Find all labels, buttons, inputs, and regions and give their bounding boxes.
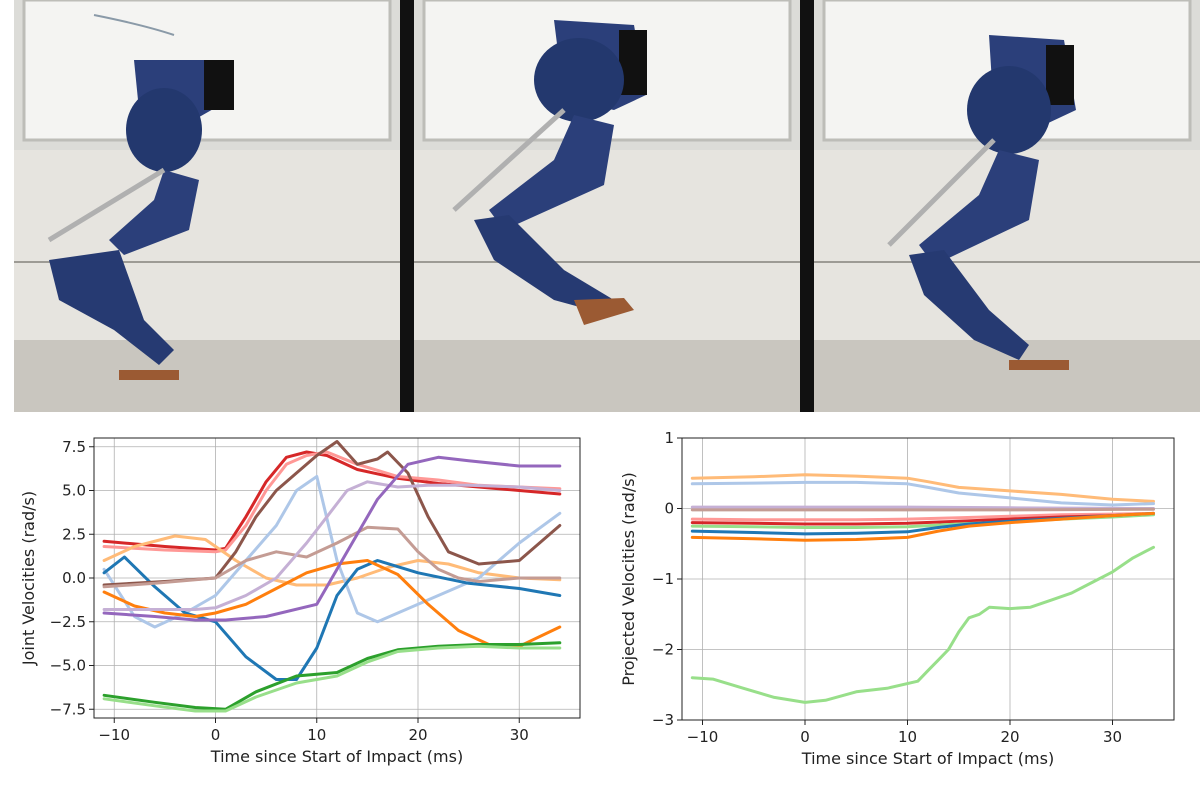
y-axis-label: Projected Velocities (rad/s) xyxy=(619,472,638,686)
joint-velocities-chart: −10 0 10 20 30 −7.5 −5.0 −2.5 0.0 2.5 5.0 7.5 Time s… xyxy=(19,437,581,766)
y-tick-label: −2 xyxy=(652,641,674,659)
series-group xyxy=(102,440,562,713)
series-line-8 xyxy=(102,480,562,611)
x-axis-label: Time since Start of Impact (ms) xyxy=(801,749,1054,768)
series-line-3 xyxy=(690,507,1155,512)
series-line-4 xyxy=(102,555,562,681)
series-line-11 xyxy=(102,644,562,713)
y-tick-label: −3 xyxy=(652,711,674,729)
x-tick-label: 30 xyxy=(510,726,529,744)
x-tick-label: 20 xyxy=(1000,728,1019,746)
bipedal-robot-icon xyxy=(14,0,400,412)
series-line-4 xyxy=(690,511,1155,522)
y-tick-label: 0.0 xyxy=(62,569,86,587)
x-tick-label: 10 xyxy=(307,726,326,744)
x-tick-label: 30 xyxy=(1103,728,1122,746)
series-line-5 xyxy=(102,559,562,648)
photo-robot-landing xyxy=(814,0,1200,412)
y-tick-label: −2.5 xyxy=(50,613,86,631)
series-line-8 xyxy=(690,511,1155,542)
y-axis-label: Joint Velocities (rad/s) xyxy=(19,491,38,666)
series-line-2 xyxy=(690,505,1155,510)
series-line-10 xyxy=(102,641,562,711)
bipedal-robot-icon xyxy=(814,0,1200,412)
x-tick-label: 0 xyxy=(800,728,810,746)
y-tick-label: 2.5 xyxy=(62,525,86,543)
x-tick-label: 20 xyxy=(408,726,427,744)
series-line-0 xyxy=(690,473,1155,503)
x-tick-label: −10 xyxy=(98,726,130,744)
series-line-9 xyxy=(690,545,1155,704)
series-line-1 xyxy=(690,480,1155,507)
y-tick-label: −7.5 xyxy=(50,700,86,718)
series-line-1 xyxy=(102,450,562,554)
x-axis-label: Time since Start of Impact (ms) xyxy=(210,747,463,766)
y-tick-label: −1 xyxy=(652,570,674,588)
y-tick-label: 0 xyxy=(664,500,674,518)
bipedal-robot-icon xyxy=(414,0,800,412)
y-tick-label: 1 xyxy=(664,429,674,447)
x-tick-label: 0 xyxy=(211,726,221,744)
series-group xyxy=(690,473,1155,704)
photo-robot-standing xyxy=(14,0,400,412)
series-line-7 xyxy=(102,525,562,589)
series-line-6 xyxy=(102,440,562,587)
photo-strip xyxy=(14,0,1200,412)
photo-robot-airborne xyxy=(414,0,800,412)
series-line-9 xyxy=(102,455,562,622)
x-tick-label: −10 xyxy=(687,728,719,746)
y-tick-label: 7.5 xyxy=(62,438,86,456)
y-tick-label: 5.0 xyxy=(62,482,86,500)
x-tick-label: 10 xyxy=(898,728,917,746)
y-tick-label: −5.0 xyxy=(50,657,86,675)
